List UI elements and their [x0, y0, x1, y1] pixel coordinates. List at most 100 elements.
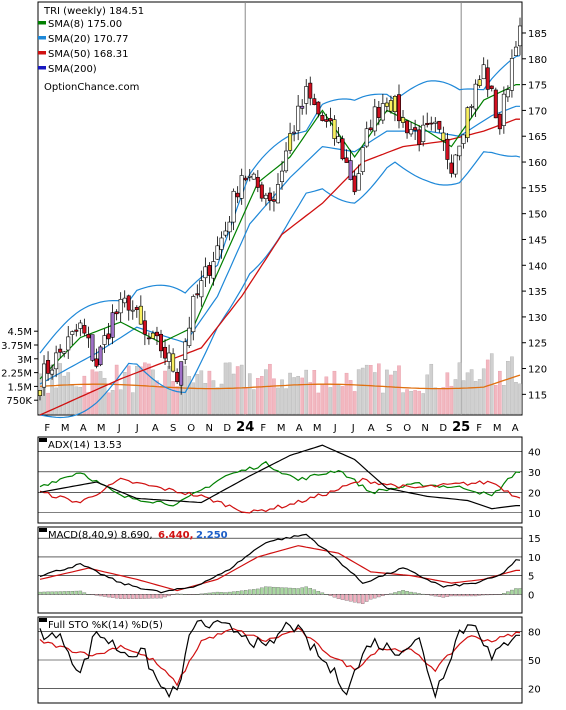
volume-bar — [320, 384, 325, 415]
price-tick-label: 135 — [528, 287, 547, 298]
candle-body — [509, 58, 514, 91]
adx-tick-label: 30 — [528, 468, 541, 479]
plus-di-line — [39, 460, 521, 507]
candle-body — [130, 309, 135, 312]
candle-body — [497, 113, 502, 130]
candle-body — [308, 82, 313, 99]
volume-bar — [268, 363, 272, 415]
candle-body — [195, 293, 200, 296]
sma50-line — [39, 118, 520, 416]
macd-histogram-bar — [159, 594, 163, 599]
candle-body — [231, 190, 236, 223]
x-tick-label: 25 — [452, 420, 470, 435]
adx-title: ADX(14) 13.53 — [48, 440, 122, 451]
candle-body — [187, 327, 192, 346]
macd-histogram-bar — [389, 593, 393, 595]
candle-body — [46, 360, 51, 374]
macd-histogram-bar — [223, 592, 228, 595]
volume-bar — [389, 374, 393, 415]
x-tick-label: A — [296, 423, 303, 434]
candle-body — [70, 331, 75, 335]
candle-body — [239, 175, 244, 199]
macd-histogram-bar — [381, 594, 385, 597]
volume-bar — [272, 378, 276, 415]
volume-bar — [54, 387, 58, 415]
macd-histogram-bar — [215, 591, 220, 595]
candle-body — [433, 121, 438, 124]
candle-body — [94, 358, 99, 367]
volume-bar — [477, 379, 482, 415]
candle-body — [445, 138, 450, 160]
macd-histogram-bar — [42, 591, 46, 595]
volume-bar — [122, 372, 127, 415]
candle-body — [215, 245, 220, 260]
macd-histogram-bar — [292, 588, 296, 595]
macd-histogram-bar — [340, 594, 345, 600]
volume-bar — [239, 364, 244, 415]
x-tick-label: O — [187, 423, 195, 434]
macd-histogram-bar — [477, 594, 482, 596]
x-tick-label: M — [61, 423, 70, 434]
volume-bar — [308, 382, 313, 415]
volume-bar — [203, 383, 208, 415]
macd-histogram-bar — [421, 593, 425, 595]
x-tick-label: 24 — [236, 420, 254, 435]
macd-histogram-bar — [46, 591, 50, 595]
x-tick-label: N — [205, 423, 212, 434]
macd-histogram-bar — [203, 593, 208, 595]
macd-histogram-bar — [126, 594, 131, 599]
candle-body — [126, 295, 131, 311]
macd-histogram-bar — [114, 594, 119, 599]
candle-body — [320, 115, 325, 121]
macd-histogram-bar — [171, 594, 175, 595]
volume-bar — [360, 367, 365, 415]
candle-body — [405, 120, 410, 134]
minus-di-line — [39, 477, 521, 514]
candle-body — [203, 266, 208, 279]
macd-histogram-bar — [300, 587, 304, 595]
macd-tick-label: 10 — [528, 553, 541, 564]
volume-bar — [465, 372, 470, 415]
candle-body — [42, 363, 47, 388]
candle-body — [396, 94, 401, 122]
volume-bar — [437, 389, 442, 415]
macd-histogram-bar — [175, 593, 179, 595]
macd-histogram-bar — [183, 594, 187, 595]
macd-histogram-bar — [409, 591, 413, 595]
macd-legend-swatch — [39, 528, 47, 532]
volume-bar — [86, 391, 91, 415]
macd-histogram-bar — [401, 590, 405, 595]
price-tick-label: 180 — [528, 55, 547, 66]
sto-tick-label: 80 — [528, 627, 541, 638]
macd-histogram-bar — [264, 586, 268, 595]
candle-body — [267, 192, 272, 201]
macd-histogram-bar — [187, 594, 191, 595]
volume-bar — [94, 371, 99, 415]
x-tick-label: J — [333, 423, 337, 434]
volume-bar — [276, 387, 280, 415]
price-tick-label: 130 — [528, 313, 547, 324]
candle-body — [280, 170, 285, 182]
candle-body — [98, 346, 103, 366]
volume-bar — [393, 370, 397, 415]
candle-body — [429, 122, 434, 125]
candle-body — [348, 160, 353, 181]
sma20-line — [39, 105, 520, 385]
macd-histogram-bar — [518, 588, 522, 595]
sto-d-line — [39, 627, 521, 687]
price-tick-label: 170 — [528, 106, 547, 117]
macd-histogram-bar — [191, 594, 196, 595]
volume-bar — [74, 386, 79, 415]
volume-bar — [344, 372, 349, 415]
macd-histogram-bar — [336, 594, 341, 599]
volume-bar — [425, 374, 430, 415]
volume-bar — [296, 375, 300, 415]
x-tick-label: N — [421, 423, 428, 434]
macd-histogram-bar — [405, 591, 409, 595]
candle-body — [62, 351, 67, 354]
volume-bar — [340, 386, 345, 415]
candle-body — [37, 390, 42, 396]
candle-body — [477, 79, 482, 86]
macd-tick-label: 0 — [528, 590, 534, 601]
